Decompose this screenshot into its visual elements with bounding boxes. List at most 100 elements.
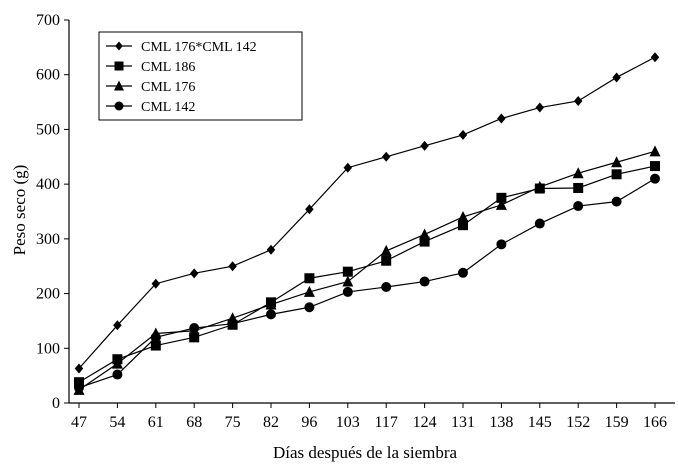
- series-line: [78, 150, 656, 391]
- data-point-square: [611, 169, 622, 180]
- series-line: [78, 56, 656, 369]
- data-point-triangle: [342, 275, 354, 287]
- x-tick-label: 103: [336, 414, 360, 431]
- x-tick-label: 75: [225, 414, 241, 431]
- data-point-square: [74, 377, 84, 388]
- data-point-circle: [342, 286, 353, 297]
- data-point-diamond: [74, 363, 84, 374]
- data-point-diamond: [305, 204, 314, 215]
- data-point-circle: [74, 382, 84, 393]
- y-tick-label: 200: [36, 286, 60, 303]
- data-point-circle: [266, 309, 276, 320]
- data-point-circle: [304, 302, 315, 313]
- x-tick-label: 145: [528, 414, 552, 431]
- x-tick-label: 152: [566, 414, 590, 431]
- data-point-circle: [650, 173, 660, 184]
- data-point-diamond: [228, 261, 237, 272]
- series-square: [74, 161, 660, 388]
- x-tick-label: 131: [451, 414, 475, 431]
- data-point-circle: [189, 323, 200, 334]
- data-point-square: [342, 266, 353, 277]
- data-point-circle: [227, 318, 238, 329]
- data-point-triangle: [534, 180, 546, 192]
- x-tick-label: 61: [148, 414, 164, 431]
- series-line: [78, 178, 656, 389]
- legend-label: CML 176: [141, 80, 195, 95]
- y-tick-label: 300: [36, 231, 60, 248]
- y-tick-label: 0: [52, 395, 60, 412]
- data-point-circle: [534, 218, 545, 229]
- data-point-square: [496, 192, 507, 203]
- y-axis-label: Peso seco (g): [10, 165, 29, 256]
- y-tick-label: 500: [36, 121, 60, 138]
- data-point-square: [573, 182, 584, 193]
- data-point-triangle: [495, 198, 507, 210]
- data-point-circle: [611, 196, 622, 207]
- data-point-triangle: [649, 145, 661, 157]
- x-tick-label: 96: [301, 414, 317, 431]
- x-tick-label: 124: [413, 414, 437, 431]
- data-point-circle: [112, 369, 123, 380]
- data-point-circle: [458, 267, 468, 278]
- data-point-diamond: [151, 278, 161, 289]
- x-tick-label: 117: [374, 414, 397, 431]
- data-point-diamond: [189, 268, 199, 279]
- series-circle: [74, 173, 660, 393]
- data-point-triangle: [111, 357, 123, 369]
- data-point-diamond: [266, 244, 276, 255]
- series-line: [78, 165, 656, 383]
- legend-marker: [115, 41, 123, 51]
- y-ticks: 0 100 200 300 400 500 600 700: [36, 12, 69, 412]
- legend-label: CML 176*CML 142: [141, 40, 257, 55]
- x-tick-label: 82: [263, 414, 279, 431]
- data-point-diamond: [458, 129, 468, 140]
- data-point-diamond: [573, 95, 583, 106]
- data-point-triangle: [380, 244, 392, 256]
- legend-marker: [114, 101, 124, 111]
- x-tick-label: 54: [109, 414, 125, 431]
- series-triangle: [73, 145, 661, 395]
- y-tick-label: 700: [36, 12, 60, 29]
- data-point-triangle: [611, 156, 623, 168]
- data-point-triangle: [265, 298, 277, 310]
- data-point-triangle: [572, 167, 584, 179]
- data-point-diamond: [650, 52, 660, 63]
- data-point-diamond: [113, 320, 122, 331]
- data-point-circle: [496, 239, 507, 250]
- data-point-triangle: [303, 285, 315, 297]
- y-tick-label: 600: [36, 67, 60, 84]
- data-point-circle: [573, 201, 584, 212]
- data-point-diamond: [420, 140, 429, 151]
- data-point-square: [304, 273, 315, 284]
- data-point-diamond: [343, 162, 353, 173]
- data-point-square: [650, 161, 660, 172]
- legend-marker: [114, 61, 124, 71]
- data-point-square: [189, 332, 200, 343]
- data-point-triangle: [457, 210, 469, 222]
- legend: CML 176*CML 142 CML 186 CML 176 CML 142: [98, 31, 303, 121]
- legend-marker: [114, 80, 124, 91]
- data-point-diamond: [612, 72, 621, 83]
- data-point-circle: [381, 282, 392, 293]
- data-point-circle: [419, 276, 430, 287]
- data-point-diamond: [535, 102, 545, 113]
- x-tick-label: 47: [71, 414, 87, 431]
- data-point-square: [419, 236, 430, 247]
- legend-box: [98, 31, 303, 121]
- x-axis-label: Días después de la siembra: [273, 443, 458, 462]
- legend-label: CML 142: [141, 100, 195, 115]
- x-ticks: 47 54 61 68 75 82 96 103 117 124 131 138 145 152 159 16…: [71, 403, 667, 431]
- series-diamond: [74, 52, 660, 374]
- y-tick-label: 400: [36, 176, 60, 193]
- x-tick-label: 138: [489, 414, 513, 431]
- data-point-circle: [150, 332, 161, 343]
- data-point-square: [150, 340, 161, 351]
- y-tick-label: 100: [36, 340, 60, 357]
- data-point-triangle: [419, 228, 431, 240]
- legend-label: CML 186: [141, 60, 195, 75]
- data-point-square: [458, 220, 468, 231]
- data-point-diamond: [497, 113, 506, 124]
- x-tick-label: 68: [186, 414, 202, 431]
